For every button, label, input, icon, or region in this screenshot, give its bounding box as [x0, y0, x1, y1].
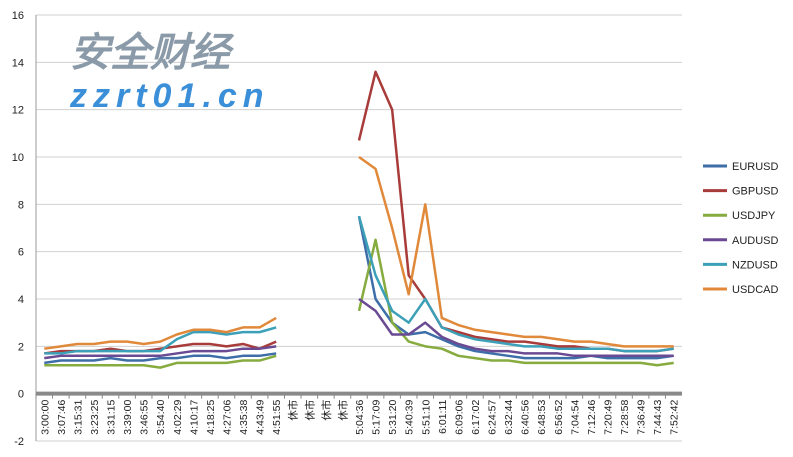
x-tick-label: 7:36:49 [636, 400, 648, 435]
y-tick-label: 8 [18, 199, 24, 211]
x-tick-label: 7:12:46 [586, 400, 598, 435]
legend-label-eurusd: EURUSD [732, 161, 779, 173]
y-tick-label: 4 [18, 294, 24, 306]
series-line-nzdusd [357, 215, 674, 353]
x-tick-label: 5:40:39 [404, 400, 416, 435]
series-line-usdcad [44, 316, 277, 350]
x-tick-label: 7:28:58 [619, 400, 631, 435]
x-tick-label: 4:10:17 [188, 400, 200, 435]
y-tick-label: 14 [12, 57, 24, 69]
x-tick-label: 7:52:42 [669, 400, 681, 435]
series-line-usdjpy [357, 238, 674, 367]
x-tick-label: 4:35:38 [238, 400, 250, 435]
legend-label-audusd: AUDUSD [732, 235, 779, 247]
legend-label-usdcad: USDCAD [732, 284, 779, 296]
legend-label-nzdusd: NZDUSD [732, 259, 778, 271]
x-tick-label: 休市 [303, 400, 316, 421]
x-tick-label: 3:07:46 [56, 400, 68, 435]
x-tick-label: 7:44:43 [652, 400, 664, 435]
series-line-audusd [44, 345, 277, 360]
series-line-gbpusd [357, 70, 674, 353]
x-tick-label: 6:09:06 [453, 400, 465, 435]
x-tick-label: 3:15:31 [72, 400, 84, 435]
y-tick-label: -2 [14, 436, 24, 448]
x-tick-label: 7:04:54 [569, 400, 581, 435]
x-tick-label: 5:04:36 [354, 400, 366, 435]
x-tick-label: 6:56:52 [553, 400, 565, 435]
x-tick-label: 6:01:11 [437, 400, 449, 434]
y-tick-label: 6 [18, 247, 24, 259]
x-tick-label: 3:54:40 [155, 400, 167, 435]
x-tick-label: 6:24:57 [487, 400, 499, 435]
x-tick-label: 6:40:56 [520, 400, 532, 435]
x-tick-label: 4:18:25 [205, 400, 217, 435]
y-tick-label: 2 [18, 341, 24, 353]
x-tick-label: 6:48:53 [536, 400, 548, 435]
x-tick-label: 3:00:00 [39, 400, 51, 435]
series-line-eurusd [357, 215, 674, 360]
series-line-usdjpy [44, 354, 277, 369]
y-tick-label: 12 [12, 105, 24, 117]
x-tick-label: 6:17:02 [470, 400, 482, 435]
series-line-eurusd [44, 352, 277, 365]
y-tick-label: 10 [12, 152, 24, 164]
x-tick-label: 3:39:00 [122, 400, 134, 435]
x-tick-label: 3:46:55 [139, 400, 151, 435]
legend-label-gbpusd: GBPUSD [732, 186, 779, 198]
x-tick-label: 4:51:55 [271, 400, 283, 435]
x-tick-label: 3:23:25 [89, 400, 101, 435]
x-tick-label: 休市 [320, 400, 333, 421]
x-tick-label: 休市 [336, 400, 349, 421]
series-line-usdcad [358, 155, 674, 348]
x-tick-label: 4:43:49 [255, 400, 267, 435]
series-line-nzdusd [44, 326, 277, 355]
x-tick-label: 5:31:20 [387, 400, 399, 435]
x-tick-label: 3:31:15 [106, 400, 118, 435]
x-tick-label: 5:17:09 [371, 400, 383, 435]
x-tick-label: 6:32:44 [503, 400, 515, 435]
x-tick-label: 4:27:06 [221, 400, 233, 435]
y-tick-label: 0 [18, 389, 24, 401]
series-line-audusd [358, 297, 674, 358]
x-tick-label: 7:20:49 [602, 400, 614, 435]
y-tick-label: 16 [12, 10, 24, 22]
x-tick-label: 5:51:10 [420, 400, 432, 435]
x-tick-label: 休市 [287, 400, 300, 421]
x-tick-label: 4:02:29 [172, 400, 184, 435]
legend-label-usdjpy: USDJPY [732, 210, 776, 222]
